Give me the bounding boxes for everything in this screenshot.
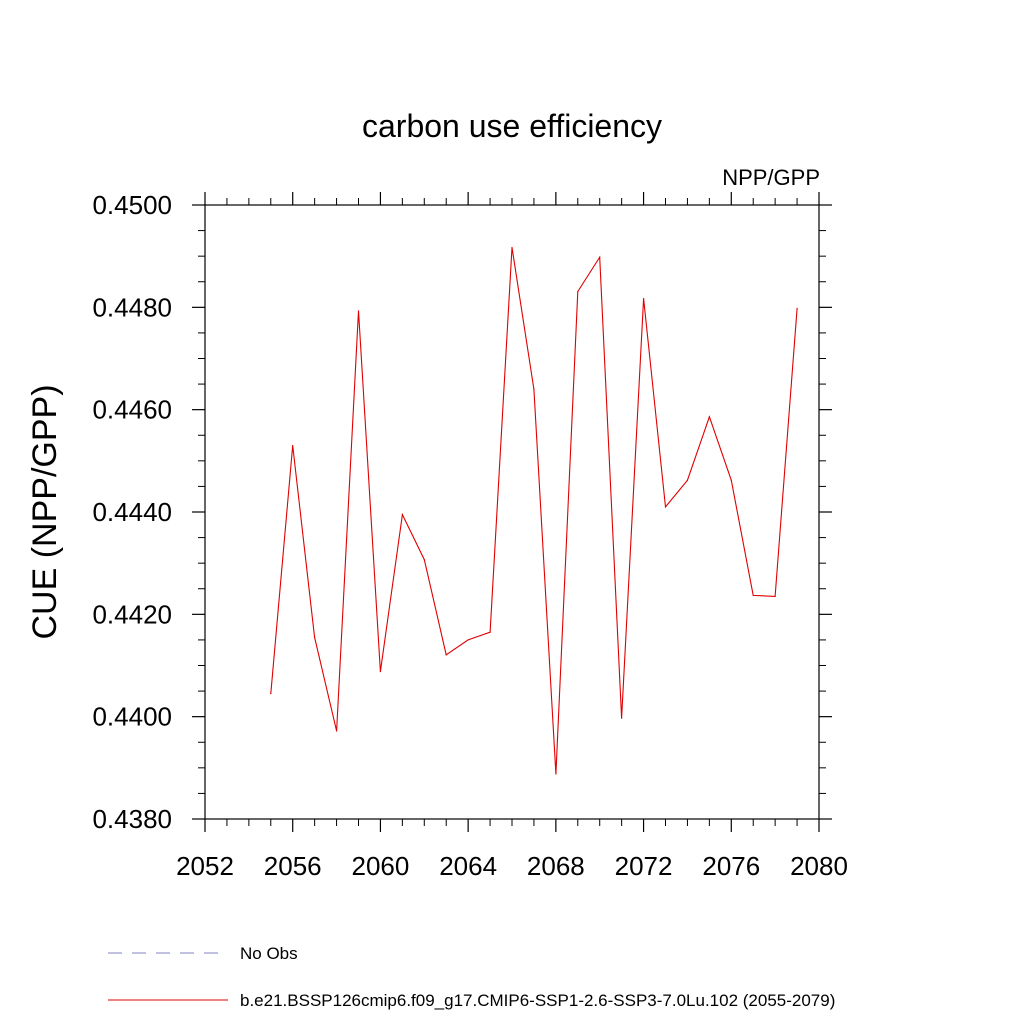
data-point	[577, 290, 579, 293]
ticks-layer: 2052 2056 2060 2064 2068 2072 2076 2080 0.4380 0.…	[92, 190, 847, 881]
y-tick-label: 0.4500	[92, 190, 172, 220]
data-point	[555, 773, 557, 775]
data-point	[292, 444, 294, 447]
y-tick-label: 0.4440	[92, 497, 172, 527]
data-point	[335, 730, 338, 732]
data-point	[401, 513, 403, 516]
data-point	[642, 298, 645, 300]
data-point	[467, 639, 469, 641]
y-tick-label: 0.4480	[92, 292, 172, 322]
x-tick-label: 2068	[527, 851, 585, 881]
data-point	[621, 717, 623, 719]
x-tick-label: 2076	[702, 851, 760, 881]
data-point	[664, 506, 667, 508]
y-tick-label: 0.4380	[92, 804, 172, 834]
x-tick-label: 2072	[615, 851, 673, 881]
y-tick-label: 0.4460	[92, 395, 172, 425]
x-tick-label: 2056	[264, 851, 322, 881]
series-layer	[270, 246, 798, 775]
data-point	[533, 388, 535, 390]
data-point	[357, 310, 360, 312]
data-point	[423, 558, 425, 561]
data-point	[708, 416, 710, 418]
data-point	[774, 595, 776, 598]
data-point	[796, 307, 798, 309]
y-tick-label: 0.4400	[92, 702, 172, 732]
legend: No Obs b.e21.BSSP126cmip6.f09_g17.CMIP6-S…	[108, 944, 835, 1010]
y-axis-label: CUE (NPP/GPP)	[26, 384, 64, 639]
data-point	[270, 693, 272, 695]
data-point	[752, 594, 754, 597]
data-point	[686, 479, 689, 481]
legend-label: No Obs	[240, 944, 298, 963]
axes-layer	[204, 204, 820, 820]
x-tick-label: 2080	[790, 851, 848, 881]
legend-label: b.e21.BSSP126cmip6.f09_g17.CMIP6-SSP1-2.…	[240, 991, 835, 1010]
x-tick-label: 2064	[439, 851, 497, 881]
data-point	[445, 654, 447, 656]
data-point	[599, 256, 601, 258]
chart-subtitle: NPP/GPP	[722, 165, 820, 190]
data-point	[489, 631, 491, 633]
plot-frame	[204, 204, 820, 820]
x-tick-label: 2060	[352, 851, 410, 881]
chart-title: carbon use efficiency	[362, 108, 662, 144]
data-point	[379, 671, 382, 673]
data-point	[511, 246, 513, 249]
y-tick-label: 0.4420	[92, 599, 172, 629]
series-line-1	[270, 247, 798, 775]
x-tick-label: 2052	[176, 851, 234, 881]
data-point	[314, 636, 316, 638]
data-point	[730, 479, 732, 481]
